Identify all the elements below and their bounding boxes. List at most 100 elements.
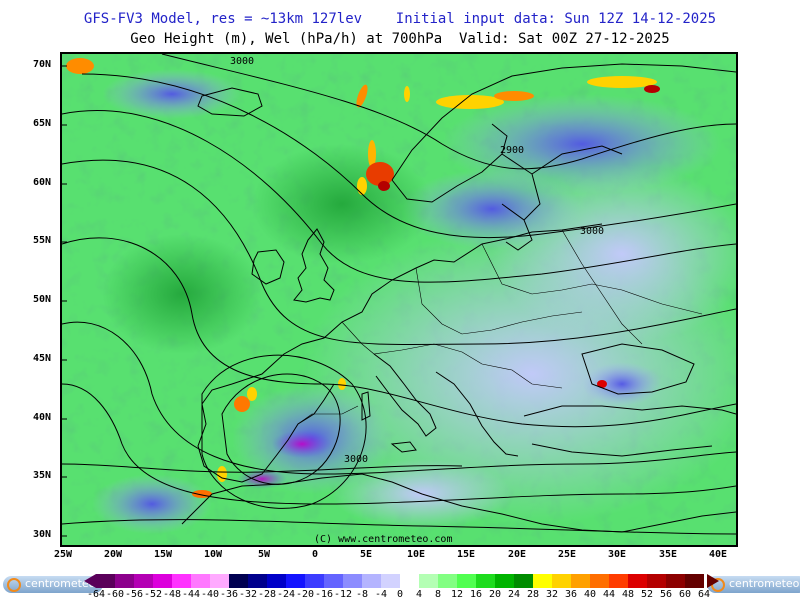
lon-label: 5W (257, 549, 271, 560)
sinking-area (102, 69, 242, 119)
color-scale-tick-label: 4 (415, 589, 423, 600)
color-scale-tick-label: 24 (507, 589, 521, 600)
color-scale-tick-label: -44 (181, 589, 201, 600)
lon-label: 35E (658, 549, 678, 560)
color-scale-swatch (115, 574, 134, 588)
color-scale-tick-label: -12 (333, 589, 353, 600)
color-scale-tick-label: -32 (238, 589, 258, 600)
color-scale-swatch (134, 574, 153, 588)
color-scale-tick-label: 52 (640, 589, 654, 600)
logo-text: centrometeo (25, 577, 96, 590)
color-scale-tick-label: 44 (602, 589, 616, 600)
color-scale-swatch (324, 574, 343, 588)
centrometeo-logo-right: centrometeo (707, 576, 800, 593)
color-scale-tick-label: 60 (678, 589, 692, 600)
lat-label: 35N (33, 470, 52, 481)
lon-label: 25E (557, 549, 577, 560)
color-scale-swatch (419, 574, 438, 588)
logo-ring-icon (7, 578, 21, 592)
color-scale-tick-label: 16 (469, 589, 483, 600)
color-scale-tick-label: -20 (295, 589, 315, 600)
color-scale-swatch (647, 574, 666, 588)
lon-label: 5E (359, 549, 373, 560)
scale-arrow-left-icon (84, 574, 96, 588)
color-scale-tick-label: 32 (545, 589, 559, 600)
lon-label: 15E (456, 549, 476, 560)
color-scale-swatch (172, 574, 191, 588)
ascent-area (102, 234, 262, 354)
scale-arrow-right-icon (707, 574, 719, 588)
lat-label: 40N (33, 412, 52, 423)
color-scale-tick-label: 12 (450, 589, 464, 600)
color-scale-swatch (286, 574, 305, 588)
color-scale-swatch (552, 574, 571, 588)
grid-ticks (62, 65, 67, 537)
color-scale-tick-label: 48 (621, 589, 635, 600)
color-scale-swatch (305, 574, 324, 588)
color-scale-tick-label: -40 (200, 589, 220, 600)
color-scale-tick-label: 64 (697, 589, 711, 600)
contour-label: 3000 (344, 454, 368, 465)
color-scale-swatch (628, 574, 647, 588)
copyright-text: (C) www.centrometeo.com (314, 534, 452, 545)
color-scale-tick-label: -4 (374, 589, 388, 600)
height-contours (62, 54, 736, 535)
lat-label: 55N (33, 235, 52, 246)
lat-label: 50N (33, 294, 52, 305)
sinking-area (92, 474, 212, 534)
color-scale-swatch (666, 574, 685, 588)
color-scale-tick-label: 40 (583, 589, 597, 600)
rising-spots (66, 58, 660, 498)
lat-label: 70N (33, 59, 52, 70)
color-scale-swatch (362, 574, 381, 588)
color-scale-tick-label: -28 (257, 589, 277, 600)
color-scale-swatch (533, 574, 552, 588)
centrometeo-logo-left: centrometeo (3, 576, 104, 593)
color-scale-tick-label: 36 (564, 589, 578, 600)
map-title-line1: GFS-FV3 Model, res = ~13km 127lev Initia… (83, 11, 717, 27)
color-scale-swatch (514, 574, 533, 588)
color-scale-tick-label: 56 (659, 589, 673, 600)
contour-label: 2900 (500, 145, 524, 156)
lat-label: 30N (33, 529, 52, 540)
logo-text: centrometeo (729, 577, 800, 590)
color-scale-swatch (609, 574, 628, 588)
lon-label: 30E (607, 549, 627, 560)
map-canvas: 3000 2900 3000 3000 (C) www.centrometeo.… (62, 54, 736, 545)
color-scale-tick-label: 8 (434, 589, 442, 600)
color-scale-swatch (191, 574, 210, 588)
lon-label: 0 (311, 549, 319, 560)
map-title-line2: Geo Height (m), Wel (hPa/h) at 700hPa Va… (130, 31, 670, 47)
color-scale-tick-label: -16 (314, 589, 334, 600)
color-scale-swatch (229, 574, 248, 588)
color-scale-tick-label: -64 (86, 589, 106, 600)
color-scale-swatch (153, 574, 172, 588)
sinking-area (442, 94, 722, 194)
color-scale-swatch (381, 574, 400, 588)
color-scale-swatch (590, 574, 609, 588)
color-scale-tick-label: -36 (219, 589, 239, 600)
color-scale-tick-label: -8 (355, 589, 369, 600)
contour-label: 3000 (580, 226, 604, 237)
lon-label: 10E (406, 549, 426, 560)
lon-label: 40E (708, 549, 728, 560)
forecast-map: 3000 2900 3000 3000 (C) www.centrometeo.… (60, 52, 738, 547)
lon-label: 10W (203, 549, 223, 560)
color-scale (96, 574, 704, 588)
color-scale-swatch (685, 574, 704, 588)
sinking-area (582, 362, 662, 406)
ascent-area (252, 144, 432, 264)
color-scale-swatch (210, 574, 229, 588)
color-scale-tick-label: -48 (162, 589, 182, 600)
color-scale-tick-label: -56 (124, 589, 144, 600)
color-scale-swatch (343, 574, 362, 588)
color-scale-tick-label: 28 (526, 589, 540, 600)
color-scale-swatch (476, 574, 495, 588)
color-scale-swatch (96, 574, 115, 588)
color-scale-swatch (495, 574, 514, 588)
lon-label: 20E (507, 549, 527, 560)
color-scale-swatch (400, 574, 419, 588)
color-scale-swatch (267, 574, 286, 588)
contour-label: 3000 (230, 56, 254, 67)
color-scale-swatch (438, 574, 457, 588)
